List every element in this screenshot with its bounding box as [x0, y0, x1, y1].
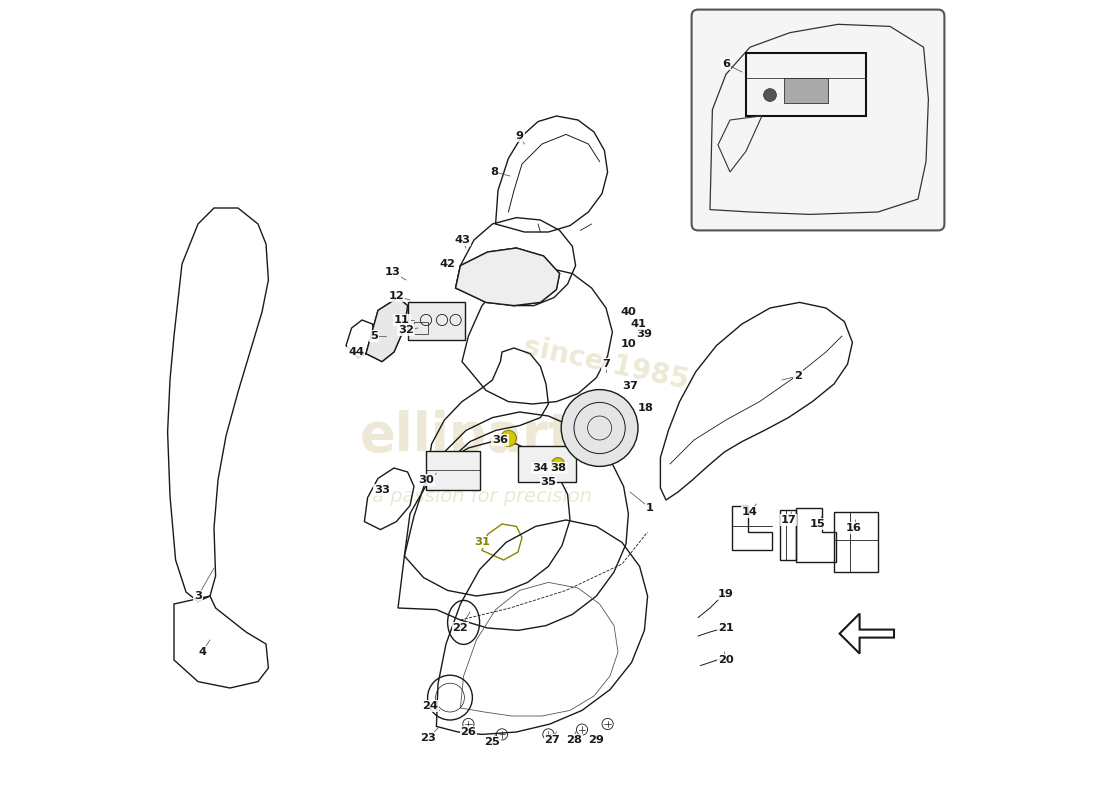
Text: elliparts: elliparts: [360, 410, 605, 462]
Text: 4: 4: [198, 647, 206, 657]
Text: 28: 28: [566, 735, 582, 745]
Text: 44: 44: [349, 347, 364, 357]
Circle shape: [763, 89, 777, 102]
Text: 21: 21: [718, 623, 734, 633]
FancyBboxPatch shape: [784, 78, 828, 103]
Text: 37: 37: [623, 381, 638, 390]
Circle shape: [551, 458, 564, 470]
Text: 11: 11: [394, 315, 410, 325]
Text: 18: 18: [638, 403, 653, 413]
Text: 15: 15: [810, 519, 826, 529]
Text: 2: 2: [794, 371, 802, 381]
Text: 42: 42: [440, 259, 455, 269]
Text: a passion for precision: a passion for precision: [372, 486, 592, 506]
Text: 26: 26: [461, 727, 476, 737]
Circle shape: [500, 430, 516, 446]
Text: 22: 22: [452, 623, 469, 633]
Text: 29: 29: [588, 735, 604, 745]
Text: 20: 20: [718, 655, 734, 665]
Text: 14: 14: [742, 507, 758, 517]
Text: 12: 12: [388, 291, 405, 301]
Text: 6: 6: [722, 59, 730, 69]
Polygon shape: [455, 248, 560, 306]
Text: 30: 30: [418, 475, 433, 485]
Text: 27: 27: [544, 735, 560, 745]
Text: 1: 1: [646, 503, 653, 513]
Text: 34: 34: [532, 463, 549, 473]
Text: 31: 31: [474, 538, 490, 547]
FancyBboxPatch shape: [408, 302, 465, 340]
Text: 25: 25: [484, 738, 500, 747]
Text: 5: 5: [370, 331, 378, 341]
Text: 33: 33: [374, 485, 390, 494]
FancyBboxPatch shape: [426, 451, 481, 490]
FancyBboxPatch shape: [518, 446, 575, 482]
Text: 9: 9: [516, 131, 524, 141]
Text: since 1985: since 1985: [520, 333, 691, 395]
Text: 40: 40: [620, 307, 636, 317]
Text: 32: 32: [398, 325, 414, 334]
FancyBboxPatch shape: [692, 10, 945, 230]
Text: 17: 17: [781, 515, 796, 525]
Text: 23: 23: [420, 734, 437, 743]
Text: 43: 43: [454, 235, 470, 245]
Text: 38: 38: [550, 463, 566, 473]
Text: 7: 7: [602, 359, 609, 369]
Circle shape: [561, 390, 638, 466]
Polygon shape: [366, 298, 408, 362]
Text: 31: 31: [474, 538, 490, 547]
Text: 36: 36: [493, 435, 508, 445]
Text: 35: 35: [540, 477, 557, 486]
Text: 39: 39: [637, 330, 652, 339]
Text: 19: 19: [718, 589, 734, 598]
Text: 16: 16: [846, 523, 862, 533]
Text: 24: 24: [422, 701, 438, 710]
Text: 13: 13: [385, 267, 400, 277]
Text: 8: 8: [490, 167, 498, 177]
Text: 41: 41: [630, 319, 646, 329]
Text: 10: 10: [620, 339, 636, 349]
Text: 3: 3: [194, 591, 202, 601]
